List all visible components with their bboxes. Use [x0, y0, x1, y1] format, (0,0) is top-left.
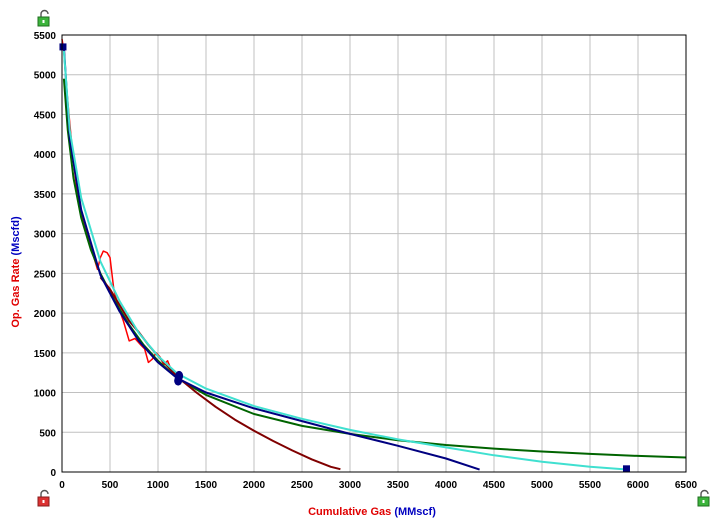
x-tick-label: 2000 — [243, 480, 266, 491]
y-tick-label: 4000 — [34, 150, 57, 161]
x-axis-title: Cumulative Gas (MMscf) — [308, 506, 436, 518]
y-axis-title: Op. Gas Rate (Mscfd) — [10, 216, 22, 328]
x-tick-label: 4500 — [483, 480, 506, 491]
unlocked-padlock-icon[interactable] — [697, 489, 710, 507]
y-tick-label: 2000 — [34, 309, 57, 320]
x-tick-labels: 0 500 1000 1500 2000 2500 3000 3500 4000 4500 5000… — [59, 480, 697, 491]
y-tick-label: 4500 — [34, 110, 57, 121]
series-line-1 — [62, 78, 687, 459]
circle-marker[interactable] — [174, 375, 183, 386]
square-marker[interactable] — [622, 465, 630, 473]
y-tick-label: 0 — [50, 468, 56, 479]
y-axis-label: Op. Gas Rate — [10, 259, 22, 328]
x-tick-label: 6500 — [675, 480, 698, 491]
x-tick-label: 0 — [59, 480, 65, 491]
x-tick-label: 2500 — [291, 480, 314, 491]
y-tick-label: 1500 — [34, 349, 57, 360]
x-axis-label: Cumulative Gas — [308, 506, 391, 518]
x-tick-label: 3500 — [387, 480, 410, 491]
marker-group — [59, 43, 630, 473]
x-tick-label: 6000 — [627, 480, 650, 491]
x-tick-label: 3000 — [339, 480, 362, 491]
y-tick-label: 2500 — [34, 269, 57, 280]
y-tick-label: 1000 — [34, 389, 57, 400]
x-tick-label: 4000 — [435, 480, 458, 491]
y-tick-label: 3000 — [34, 230, 57, 241]
x-axis-unit: (MMscf) — [394, 506, 436, 518]
y-tick-label: 5000 — [34, 71, 57, 82]
y-tick-label: 500 — [39, 428, 56, 439]
x-tick-label: 1000 — [147, 480, 170, 491]
plot-frame — [61, 34, 687, 473]
series-line-2 — [99, 276, 341, 471]
x-tick-label: 500 — [102, 480, 119, 491]
unlocked-padlock-icon[interactable] — [37, 9, 50, 27]
y-tick-label: 3500 — [34, 190, 57, 201]
series-line-4 — [62, 50, 629, 471]
y-tick-labels: 0 500 1000 1500 2000 2500 3000 3500 4000 4500 5000… — [34, 31, 57, 479]
y-tick-label: 5500 — [34, 31, 57, 42]
square-marker[interactable] — [59, 43, 67, 51]
y-axis-unit: (Mscfd) — [10, 216, 22, 255]
x-tick-label: 5000 — [531, 480, 554, 491]
x-tick-label: 5500 — [579, 480, 602, 491]
unlocked-padlock-icon[interactable] — [37, 489, 50, 507]
x-tick-label: 1500 — [195, 480, 218, 491]
